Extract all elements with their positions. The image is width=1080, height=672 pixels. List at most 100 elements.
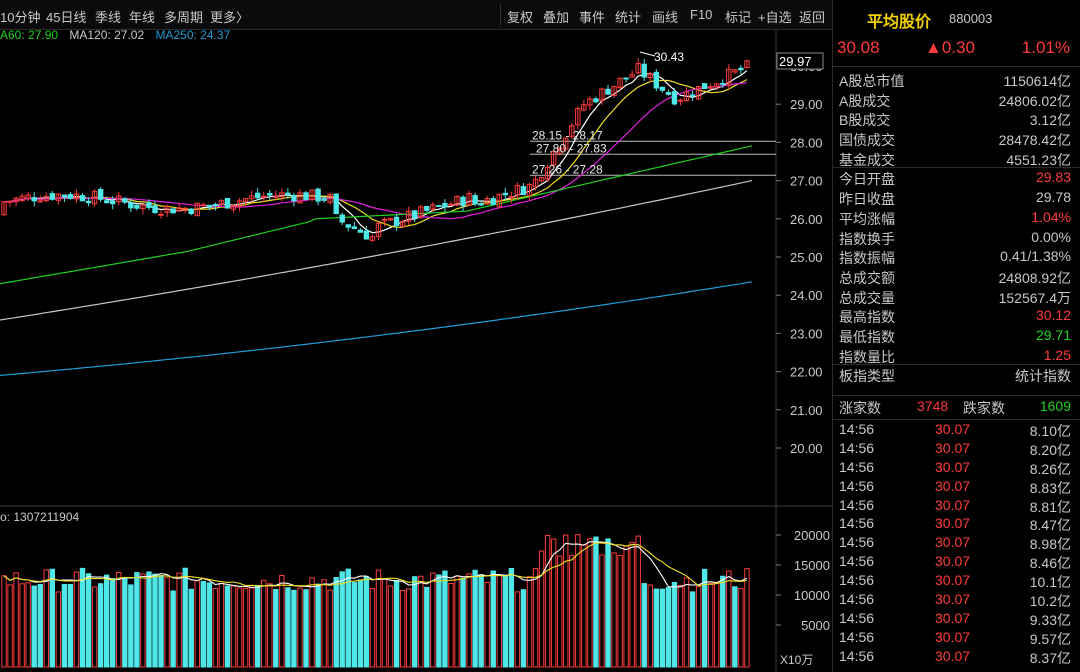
candlestick-chart[interactable]: 20.00 21.00 22.00 23.00 24.00 25.00 26.00 27.00… xyxy=(0,30,832,672)
y-tick-label: 22.00 xyxy=(790,365,823,380)
volume-bar xyxy=(85,573,92,668)
stat-label: B股成交 xyxy=(839,112,891,129)
f10-button[interactable]: F10 xyxy=(690,7,713,22)
volume-bar xyxy=(544,534,551,668)
index-code: 880003 xyxy=(949,11,993,26)
volume-bar xyxy=(442,570,448,668)
volume-bar xyxy=(575,534,581,668)
candle-body xyxy=(599,88,605,102)
volume-bar xyxy=(170,590,176,668)
tick-amount: 8.81亿 xyxy=(1029,498,1071,515)
tab-yearly[interactable]: 年线 xyxy=(129,10,156,25)
tab-multi-period[interactable]: 多周期 xyxy=(164,10,204,25)
candle-body xyxy=(617,77,623,89)
tick-amount: 8.98亿 xyxy=(1029,536,1071,553)
volume-bar xyxy=(369,587,376,668)
tick-price: 30.07 xyxy=(935,553,971,570)
ma250-legend: MA250: 24.37 xyxy=(155,28,231,42)
volume-bar xyxy=(7,584,13,668)
candle-body xyxy=(182,207,188,212)
decline-count: 1609 xyxy=(1039,398,1071,414)
candle-body xyxy=(544,166,551,180)
ma60-legend: A60: 27.90 xyxy=(0,28,59,42)
candle-body xyxy=(273,195,279,198)
volume-bar xyxy=(103,574,110,668)
candle-body xyxy=(315,188,321,202)
volume-bar xyxy=(309,577,315,668)
candle-body xyxy=(605,88,611,95)
stat-label: 国债成交 xyxy=(839,132,895,149)
draw-line-button[interactable]: 画线 xyxy=(652,10,679,25)
volume-bar xyxy=(653,588,660,668)
volume-tick-label: 20000 xyxy=(794,528,830,543)
volume-bar xyxy=(61,583,68,668)
quote-panel: 平均股价 880003 30.08 ▲0.30 1.01% A股总市值 11506… xyxy=(832,0,1080,672)
tick-row: 14:56 30.07 8.10亿 xyxy=(833,421,1080,440)
candle-body xyxy=(677,99,684,102)
tick-time: 14:56 xyxy=(839,458,875,475)
candle-body xyxy=(611,85,617,96)
mark-button[interactable]: 标记 xyxy=(725,10,752,25)
ma60-line xyxy=(0,145,753,285)
tick-price: 30.07 xyxy=(935,572,971,589)
index-change-pct: 1.01% xyxy=(1021,38,1070,57)
volume-bar xyxy=(707,582,714,668)
back-button[interactable]: 返回 xyxy=(799,10,826,25)
tick-price: 30.07 xyxy=(935,647,971,664)
candle-body xyxy=(103,200,110,204)
index-title: 平均股价 xyxy=(867,14,932,31)
volume-bar xyxy=(412,576,418,668)
volume-bar xyxy=(659,588,666,668)
candle-body xyxy=(436,205,442,208)
current-price-tag: 29.97 xyxy=(779,54,812,69)
stat-value: 24806.02亿 xyxy=(998,92,1071,109)
volume-bar xyxy=(593,536,599,668)
tick-amount: 9.57亿 xyxy=(1029,630,1071,647)
tick-price: 30.07 xyxy=(935,477,971,494)
panel-divider xyxy=(833,364,1080,366)
add-watchlist-button[interactable]: +自选 xyxy=(758,10,792,25)
tick-time: 14:56 xyxy=(839,609,875,626)
candle-body xyxy=(25,194,31,199)
stat-row: 今日开盘 29.83 xyxy=(833,168,1080,188)
ma-legend: A60: 27.90 MA120: 27.02 MA250: 24.37 xyxy=(0,28,238,42)
volume-bar xyxy=(418,575,424,668)
volume-bar xyxy=(327,589,333,668)
y-tick-label: 28.00 xyxy=(790,135,823,150)
tab-10min[interactable]: 10分钟 xyxy=(0,10,41,25)
candle-body xyxy=(593,98,599,103)
volume-bar xyxy=(399,589,406,668)
stat-value: 4551.23亿 xyxy=(1006,151,1071,168)
volume-bar xyxy=(526,576,533,668)
price-chart-area[interactable]: 20.00 21.00 22.00 23.00 24.00 25.00 26.00 27.00… xyxy=(0,30,832,672)
candle-body xyxy=(478,203,484,206)
candle-body xyxy=(563,137,569,150)
candle-body xyxy=(695,85,702,100)
candle-body xyxy=(297,192,303,204)
volume-bar xyxy=(43,569,49,668)
tick-time: 14:56 xyxy=(839,647,875,664)
candle-body xyxy=(526,184,533,196)
tab-more[interactable]: 更多〉 xyxy=(210,10,250,25)
tick-amount: 9.33亿 xyxy=(1029,611,1071,628)
volume-bar xyxy=(508,568,515,668)
restore-rights-button[interactable]: 复权 xyxy=(507,10,534,25)
tab-quarterly[interactable]: 季线 xyxy=(95,10,122,25)
statistics-button[interactable]: 统计 xyxy=(615,10,642,25)
overlay-button[interactable]: 叠加 xyxy=(543,10,570,25)
tick-time: 14:56 xyxy=(839,439,875,456)
events-button[interactable]: 事件 xyxy=(579,10,606,25)
stat-value: 1.04% xyxy=(1031,208,1071,225)
stat-label: 今日开盘 xyxy=(839,171,895,188)
volume-bar xyxy=(212,587,219,668)
tab-45day[interactable]: 45日线 xyxy=(46,10,87,25)
volume-bar xyxy=(550,538,557,668)
volume-bar xyxy=(617,554,623,668)
tick-list[interactable]: 14:56 30.07 8.10亿 14:56 30.07 8.20亿 14:56 30.07… xyxy=(833,421,1080,667)
candle-body xyxy=(73,193,80,200)
tick-row: 14:56 30.07 8.47亿 xyxy=(833,515,1080,534)
candle-body xyxy=(647,73,653,79)
panel-divider xyxy=(833,395,1080,396)
tick-price: 30.07 xyxy=(935,515,971,532)
volume-bar xyxy=(430,572,436,668)
